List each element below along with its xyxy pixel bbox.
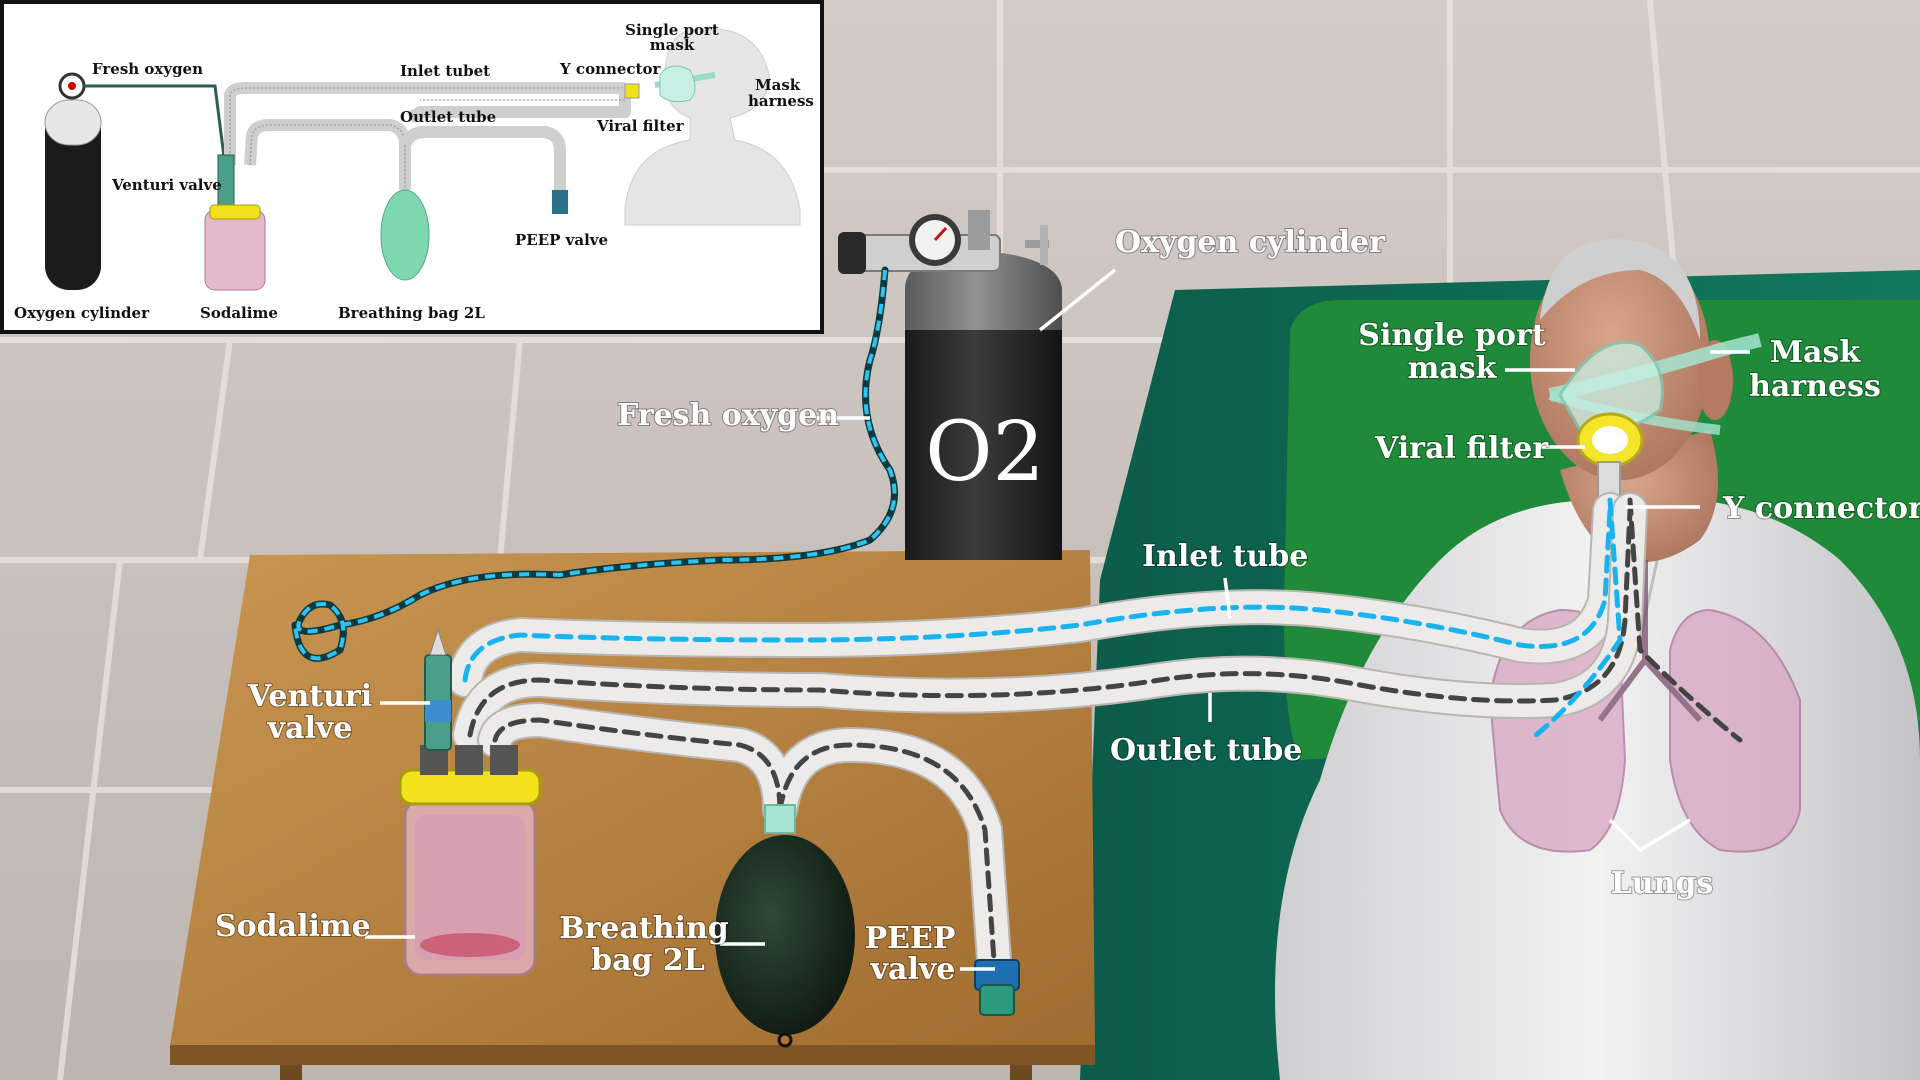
label-fresh-oxygen: Fresh oxygen [617, 398, 839, 433]
inset-label-mask-harness-line1: Mask [755, 76, 801, 94]
inset-peep-valve [552, 190, 568, 214]
inset-oxygen-line [84, 84, 227, 166]
inset-label-single-port-mask-line2: mask [650, 36, 695, 54]
venturi-valve [424, 628, 452, 751]
inset-label-single-port-mask-line1: Single port [625, 21, 719, 39]
label-single-port-mask-line1: Single port [1358, 318, 1546, 353]
label-single-port-mask-line2: mask [1408, 351, 1498, 386]
inset-breathing-bag [380, 189, 430, 281]
label-y-connector: Y connector [1722, 491, 1920, 526]
inset-label-oxygen-cylinder: Oxygen cylinder [14, 304, 150, 322]
inset-label-outlet-tube: Outlet tube [400, 108, 496, 126]
sodalime-canister [398, 745, 542, 977]
inlet-tube [447, 492, 1628, 698]
label-sodalime: Sodalime [215, 909, 371, 944]
label-oxygen-cylinder: Oxygen cylinder [1115, 225, 1386, 260]
inset-label-sodalime: Sodalime [200, 304, 278, 322]
inset-schematic: Fresh oxygen Inlet tubet Y connector Sin… [0, 0, 824, 334]
inset-label-viral-filter: Viral filter [596, 117, 685, 135]
inset-label-mask-harness-line2: harness [748, 92, 814, 110]
inset-single-port-mask [659, 65, 696, 103]
label-venturi-valve-line2: valve [267, 711, 353, 746]
label-viral-filter: Viral filter [1374, 431, 1549, 466]
inset-label-breathing-bag: Breathing bag 2L [338, 304, 485, 322]
inset-label-y-connector: Y connector [559, 60, 661, 78]
breathing-bag [715, 804, 855, 1048]
inset-peep-tube [399, 126, 566, 190]
label-lungs: Lungs [1611, 866, 1714, 901]
fresh-oxygen-line [291, 266, 898, 662]
label-breathing-bag-line1: Breathing [559, 911, 729, 946]
cylinder-o2-mark: O2 [925, 405, 1044, 500]
inset-oxygen-cylinder [45, 100, 101, 290]
inset-sodalime [204, 209, 266, 291]
label-mask-harness-line1: Mask [1770, 335, 1862, 370]
label-peep-valve-line2: valve [870, 952, 956, 987]
lung-inflow-path [1527, 497, 1623, 743]
leader-lines [365, 268, 1750, 971]
label-outlet-tube: Outlet tube [1110, 733, 1302, 768]
lung-outflow-path [1627, 497, 1743, 743]
label-peep-valve-line1: PEEP [865, 921, 956, 956]
outlet-tube [452, 492, 1648, 753]
sodalime-lid [398, 768, 542, 806]
label-breathing-bag-line2: bag 2L [591, 943, 705, 978]
oxygen-cylinder: O2 [838, 210, 1062, 560]
inset-label-peep-valve: PEEP valve [515, 231, 608, 249]
inset-label-inlet-tube: Inlet tubet [400, 62, 490, 80]
patient-hair [1540, 239, 1700, 340]
label-inlet-tube: Inlet tube [1142, 539, 1308, 574]
table [170, 550, 1095, 1080]
inset-viral-filter [624, 83, 640, 99]
label-mask-harness-line2: harness [1749, 369, 1881, 404]
inset-label-fresh-oxygen: Fresh oxygen [92, 60, 203, 78]
inset-label-venturi-valve: Venturi valve [111, 176, 222, 194]
label-venturi-valve-line1: Venturi [247, 679, 372, 714]
bag-peep-tube [477, 701, 1013, 993]
